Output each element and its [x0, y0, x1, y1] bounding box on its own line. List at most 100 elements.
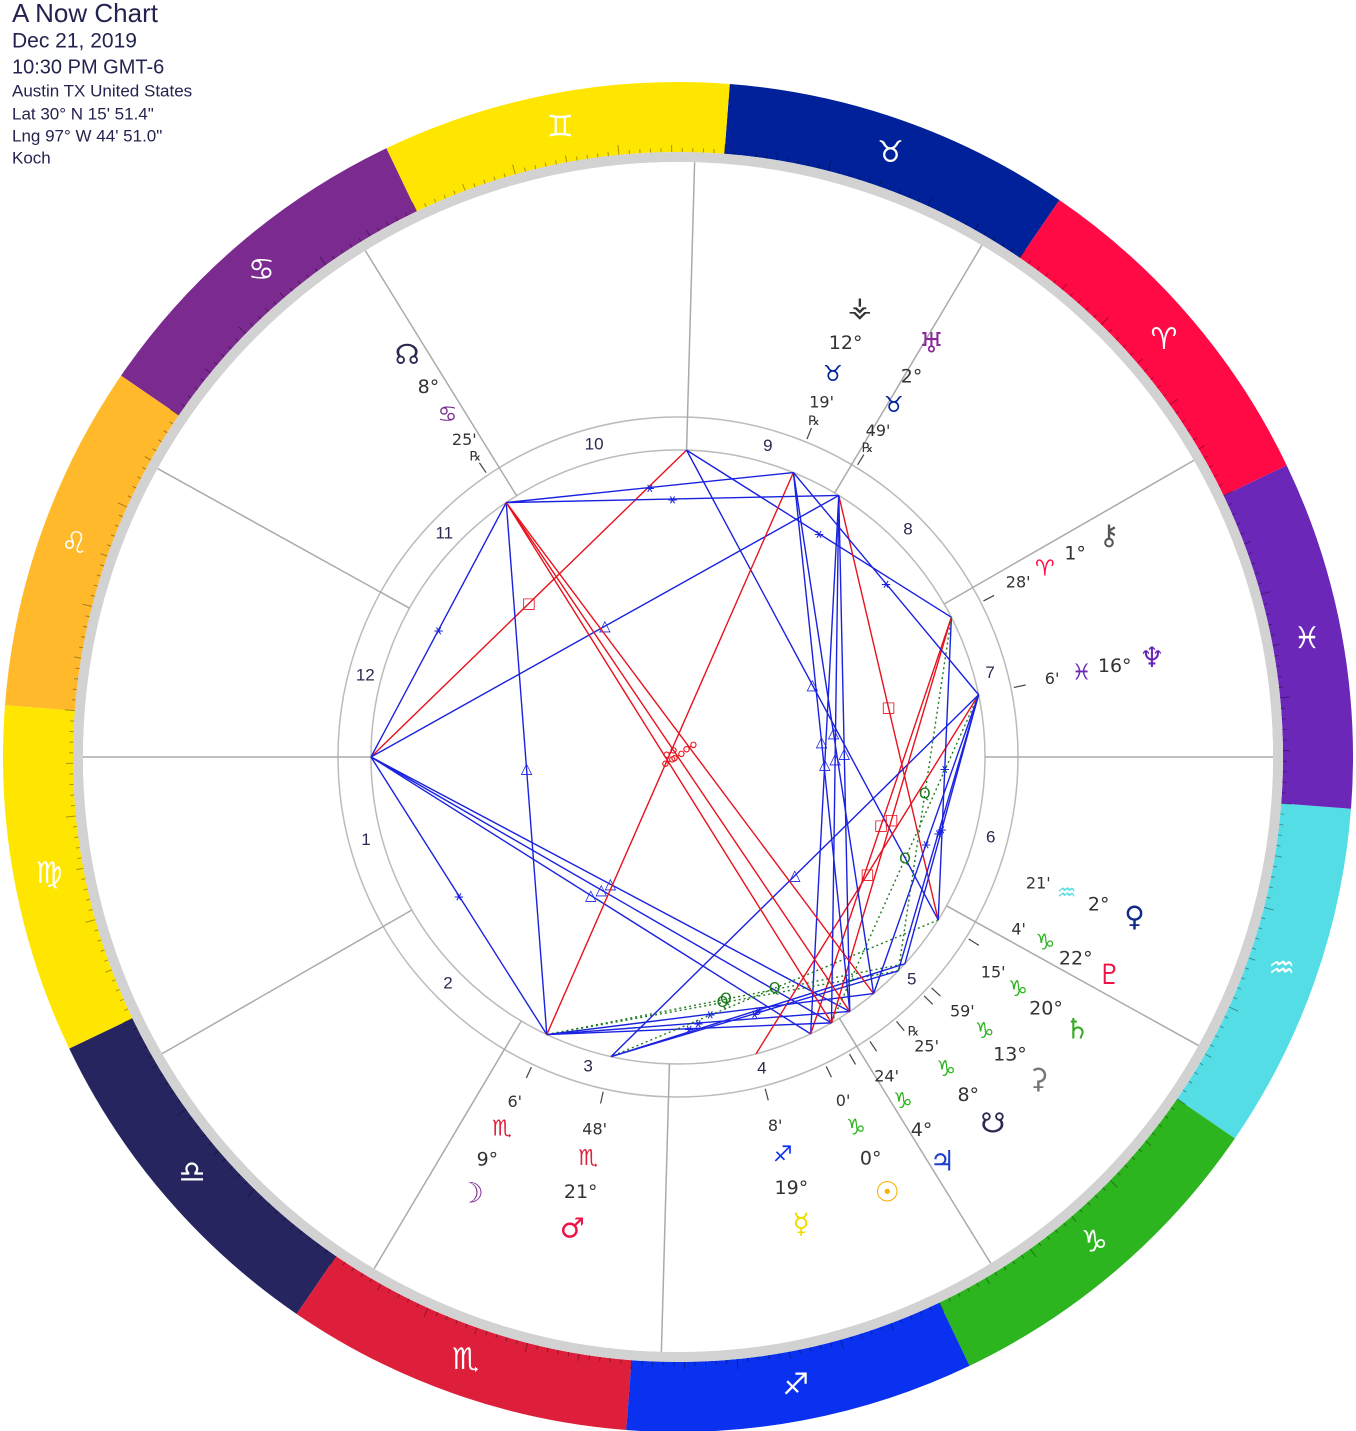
aspect-line	[809, 617, 953, 1035]
degree-tick	[235, 338, 239, 342]
degree-tick	[443, 194, 446, 199]
degree-tick	[1028, 260, 1032, 265]
degree-tick	[1263, 906, 1274, 911]
degree-tick	[104, 959, 109, 962]
degree-tick	[797, 159, 799, 165]
degree-tick	[1218, 483, 1223, 487]
degree-tick	[238, 326, 247, 335]
degree-tick	[307, 1237, 311, 1242]
planet-sign: ♏	[492, 1116, 512, 1141]
degree-tick	[349, 243, 353, 248]
planet-sign: ♉	[884, 393, 904, 418]
degree-tick	[1182, 1089, 1187, 1093]
time: 10:30 PM GMT-6	[12, 56, 164, 78]
degree-tick	[358, 238, 362, 242]
aspect-line	[792, 472, 851, 1012]
planet-degree: 16°	[1098, 655, 1132, 677]
degree-tick	[1258, 927, 1263, 930]
degree-tick	[170, 409, 180, 416]
planet-degree: 22°	[1059, 947, 1093, 969]
degree-tick	[1194, 1071, 1199, 1075]
planet-tick	[896, 1020, 905, 1031]
aspect-glyph: ⚹	[937, 820, 946, 838]
degree-tick	[994, 1272, 998, 1276]
sign-glyph: ♎	[179, 1155, 206, 1190]
degree-tick	[807, 162, 810, 167]
degree-tick	[1265, 613, 1271, 616]
aspect-glyph: □	[860, 865, 874, 883]
degree-tick	[1019, 249, 1026, 259]
degree-tick	[416, 1303, 419, 1308]
degree-tick	[1237, 987, 1242, 990]
aspect-glyph: ⚹	[814, 524, 823, 542]
house-number: 7	[985, 663, 994, 682]
degree-tick	[244, 1181, 248, 1185]
degree-tick	[890, 1323, 894, 1331]
degree-tick	[788, 1351, 792, 1359]
degree-tick	[314, 267, 318, 272]
degree-tick	[138, 1036, 143, 1040]
sign-glyph: ♌	[61, 526, 88, 561]
planet-degree: 13°	[993, 1043, 1027, 1065]
degree-tick	[82, 603, 93, 608]
degree-tick	[495, 1334, 498, 1339]
sign-glyph: ♋	[248, 253, 275, 288]
degree-tick	[1248, 957, 1256, 961]
degree-tick	[1241, 977, 1246, 980]
degree-tick	[1045, 272, 1049, 277]
degree-tick	[118, 514, 123, 518]
degree-tick	[1158, 1124, 1163, 1128]
planet-tick	[1013, 684, 1026, 689]
degree-tick	[776, 153, 779, 161]
degree-tick	[938, 1302, 945, 1312]
planet-degree: 8°	[957, 1084, 979, 1106]
aspect-line	[505, 502, 833, 1024]
degree-tick	[505, 1337, 508, 1342]
degree-tick	[564, 155, 568, 163]
degree-tick	[100, 949, 105, 952]
degree-tick	[577, 1353, 580, 1361]
degree-tick	[878, 179, 882, 187]
degree-tick	[850, 1336, 853, 1341]
degree-tick	[992, 236, 996, 241]
degree-tick	[919, 1311, 923, 1316]
degree-tick	[74, 656, 82, 659]
degree-tick	[736, 1359, 739, 1370]
degree-tick	[575, 156, 578, 161]
degree-tick	[465, 1323, 468, 1328]
sign-glyph: ♒	[1268, 951, 1295, 986]
degree-tick	[64, 709, 75, 712]
degree-tick	[1272, 865, 1278, 868]
degree-tick	[1236, 522, 1241, 525]
degree-tick	[1272, 643, 1280, 647]
degree-tick	[1244, 541, 1252, 545]
aspect-glyph: □	[522, 594, 536, 612]
degree-tick	[78, 646, 84, 649]
degree-tick	[387, 1288, 391, 1293]
degree-tick	[395, 217, 399, 222]
planet-glyph: ♄	[1065, 1012, 1090, 1045]
planet-minute: 15'	[981, 962, 1006, 981]
degree-tick	[150, 1064, 158, 1069]
sign-segment	[1019, 200, 1287, 496]
degree-tick	[1260, 591, 1271, 595]
degree-tick	[799, 1349, 801, 1354]
degree-tick	[588, 1355, 591, 1360]
aspect-glyph: □	[884, 811, 898, 829]
degree-tick	[1001, 242, 1005, 247]
degree-tick	[1169, 398, 1179, 406]
house-cusp	[660, 1063, 671, 1352]
degree-tick	[117, 502, 128, 508]
degree-tick	[586, 154, 589, 159]
degree-tick	[1085, 306, 1090, 311]
planet-glyph: ♂	[560, 1211, 585, 1244]
degree-tick	[1087, 1202, 1091, 1206]
aspect-glyph: ☍	[670, 748, 685, 766]
degree-tick	[786, 157, 789, 163]
degree-tick	[213, 1150, 219, 1156]
aspect-line	[505, 502, 875, 995]
degree-tick	[827, 161, 832, 172]
degree-tick	[888, 186, 891, 191]
aspect-glyph: ⚹	[645, 478, 654, 496]
degree-tick	[1157, 385, 1161, 389]
